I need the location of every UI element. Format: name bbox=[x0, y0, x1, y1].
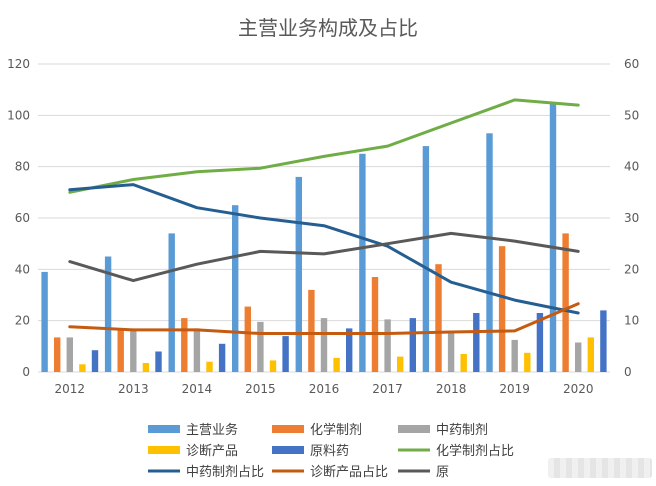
watermark-blur bbox=[548, 458, 652, 478]
x-tick-label: 2016 bbox=[309, 382, 340, 396]
x-tick-label: 2013 bbox=[118, 382, 149, 396]
y-right-tick-label: 10 bbox=[624, 314, 639, 328]
bar-中药制剂 bbox=[447, 330, 455, 372]
bar-化学制剂 bbox=[117, 329, 124, 372]
x-tick-label: 2019 bbox=[499, 382, 530, 396]
x-tick-label: 2018 bbox=[436, 382, 467, 396]
y-right-tick-label: 30 bbox=[624, 211, 639, 225]
bar-化学制剂 bbox=[54, 337, 61, 372]
y-right-tick-label: 0 bbox=[624, 365, 632, 379]
bar-化学制剂 bbox=[244, 306, 251, 372]
legend-label: 原 bbox=[436, 465, 449, 480]
legend-label: 中药制剂占比 bbox=[186, 465, 264, 480]
y-left-tick-label: 40 bbox=[15, 262, 30, 276]
bar-化学制剂 bbox=[308, 289, 315, 372]
y-right-tick-label: 60 bbox=[624, 57, 639, 71]
legend-swatch-中药制剂 bbox=[398, 425, 430, 433]
y-left-tick-label: 120 bbox=[7, 57, 30, 71]
y-right-tick-label: 40 bbox=[624, 160, 639, 174]
bar-原料药 bbox=[536, 313, 544, 372]
legend-label: 化学制剂占比 bbox=[436, 443, 514, 459]
bar-主营业务 bbox=[549, 102, 557, 372]
legend-swatch-原料药 bbox=[272, 446, 304, 454]
y-left-tick-label: 80 bbox=[15, 160, 30, 174]
bar-原料药 bbox=[282, 336, 289, 372]
bar-诊断产品 bbox=[524, 352, 531, 373]
line-原 bbox=[68, 231, 580, 283]
bar-主营业务 bbox=[232, 205, 239, 372]
legend-label: 诊断产品 bbox=[186, 444, 238, 459]
y-left-tick-label: 20 bbox=[15, 314, 30, 328]
y-right-tick-label: 50 bbox=[624, 108, 639, 122]
bar-诊断产品 bbox=[79, 364, 86, 372]
bar-主营业务 bbox=[41, 271, 48, 372]
x-tick-label: 2015 bbox=[245, 382, 276, 396]
line-中药制剂占比 bbox=[68, 183, 580, 315]
bar-中药制剂 bbox=[193, 328, 201, 372]
bar-诊断产品 bbox=[333, 357, 340, 372]
bar-原料药 bbox=[473, 313, 480, 372]
bar-中药制剂 bbox=[320, 318, 328, 372]
chart-title: 主营业务构成及占比 bbox=[238, 16, 418, 40]
legend-label: 中药制剂 bbox=[436, 423, 488, 438]
bar-中药制剂 bbox=[257, 321, 264, 372]
bar-原料药 bbox=[91, 350, 99, 372]
x-tick-label: 2012 bbox=[55, 382, 86, 396]
bar-中药制剂 bbox=[575, 342, 582, 372]
bar-中药制剂 bbox=[66, 337, 73, 372]
bar-主营业务 bbox=[295, 176, 302, 372]
bar-原料药 bbox=[155, 351, 162, 372]
bar-中药制剂 bbox=[511, 339, 518, 372]
bar-主营业务 bbox=[422, 146, 430, 372]
bar-中药制剂 bbox=[384, 319, 391, 372]
bar-诊断产品 bbox=[269, 360, 277, 372]
bar-诊断产品 bbox=[142, 363, 150, 372]
bar-原料药 bbox=[600, 310, 607, 372]
bar-主营业务 bbox=[168, 233, 175, 372]
bar-化学制剂 bbox=[181, 318, 188, 372]
bar-化学制剂 bbox=[435, 264, 442, 372]
bar-原料药 bbox=[409, 318, 416, 372]
bar-化学制剂 bbox=[562, 233, 569, 372]
bar-原料药 bbox=[218, 343, 226, 372]
line-化学制剂占比 bbox=[68, 98, 580, 194]
legend-label: 原料药 bbox=[310, 444, 349, 459]
bar-诊断产品 bbox=[460, 354, 467, 372]
bar-诊断产品 bbox=[397, 356, 404, 372]
legend-label: 化学制剂 bbox=[310, 422, 362, 438]
x-tick-label: 2020 bbox=[563, 382, 594, 396]
legend-label: 诊断产品占比 bbox=[310, 465, 388, 480]
legend-swatch-化学制剂 bbox=[272, 425, 304, 433]
bar-化学制剂 bbox=[498, 246, 506, 372]
bar-主营业务 bbox=[104, 256, 112, 372]
legend-label: 主营业务 bbox=[186, 422, 238, 438]
bar-原料药 bbox=[346, 328, 353, 372]
legend-swatch-主营业务 bbox=[148, 425, 180, 433]
y-left-tick-label: 60 bbox=[15, 211, 30, 225]
legend-swatch-诊断产品 bbox=[148, 446, 180, 454]
x-tick-label: 2017 bbox=[372, 382, 403, 396]
y-left-tick-label: 100 bbox=[7, 108, 30, 122]
bar-中药制剂 bbox=[130, 329, 137, 372]
line-诊断产品占比 bbox=[68, 302, 580, 335]
y-right-tick-label: 20 bbox=[624, 262, 639, 276]
bar-主营业务 bbox=[359, 153, 366, 372]
bar-化学制剂 bbox=[371, 277, 379, 372]
y-left-tick-label: 0 bbox=[22, 365, 30, 379]
bar-诊断产品 bbox=[587, 337, 594, 372]
x-tick-label: 2014 bbox=[182, 382, 213, 396]
bar-主营业务 bbox=[486, 133, 493, 372]
bar-诊断产品 bbox=[206, 361, 213, 372]
